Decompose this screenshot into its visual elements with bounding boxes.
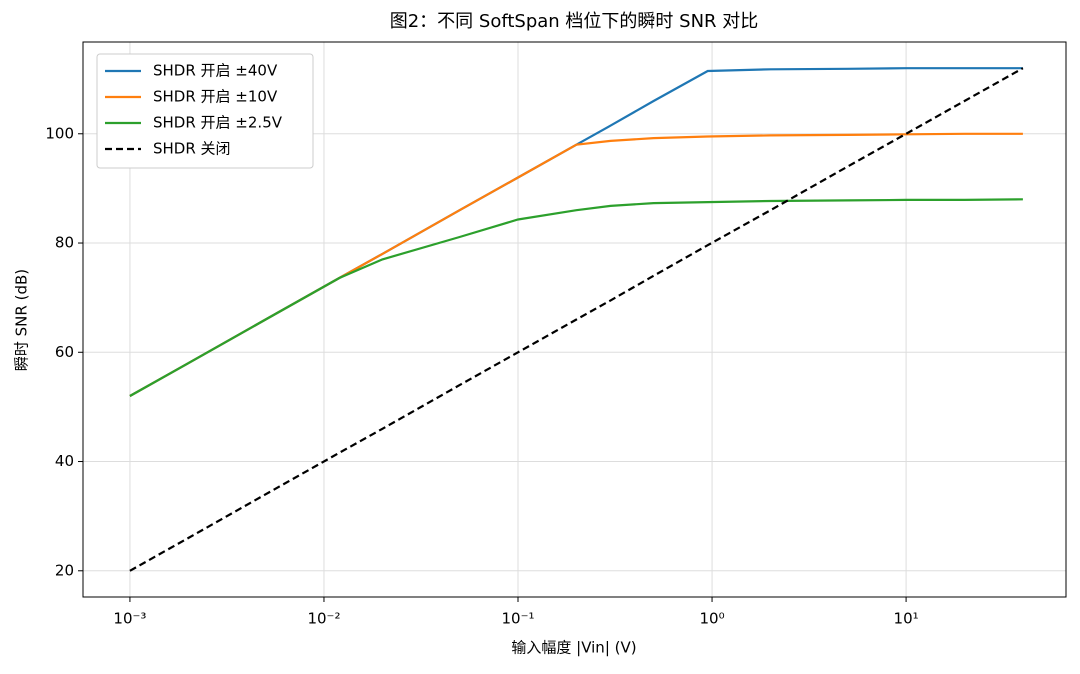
chart-title: 图2：不同 SoftSpan 档位下的瞬时 SNR 对比	[390, 11, 759, 32]
legend-box	[96, 53, 314, 169]
y-tick-label: 100	[45, 124, 74, 142]
x-tick-label: 10⁻³	[113, 610, 146, 628]
legend-label: SHDR 关闭	[153, 140, 231, 158]
legend-label: SHDR 开启 ±10V	[153, 88, 278, 106]
plot-frame	[82, 41, 1067, 598]
y-tick-label: 60	[55, 343, 74, 361]
y-axis-label: 瞬时 SNR (dB)	[13, 269, 31, 371]
x-tick-label: 10⁻¹	[501, 610, 534, 628]
line-series	[129, 67, 1024, 572]
y-tick-label: 40	[55, 452, 74, 470]
line-series	[129, 132, 1023, 397]
x-tick-label: 10¹	[894, 610, 919, 628]
x-tick-label: 10⁻²	[307, 610, 340, 628]
y-tick-label: 20	[55, 561, 74, 579]
x-tick-label: 10⁰	[699, 610, 724, 628]
line-series	[129, 198, 1023, 397]
legend-label: SHDR 开启 ±2.5V	[153, 114, 283, 132]
x-axis-label: 输入幅度 |Vin| (V)	[511, 639, 636, 657]
legend-label: SHDR 开启 ±40V	[153, 62, 278, 80]
y-tick-label: 80	[55, 234, 74, 252]
